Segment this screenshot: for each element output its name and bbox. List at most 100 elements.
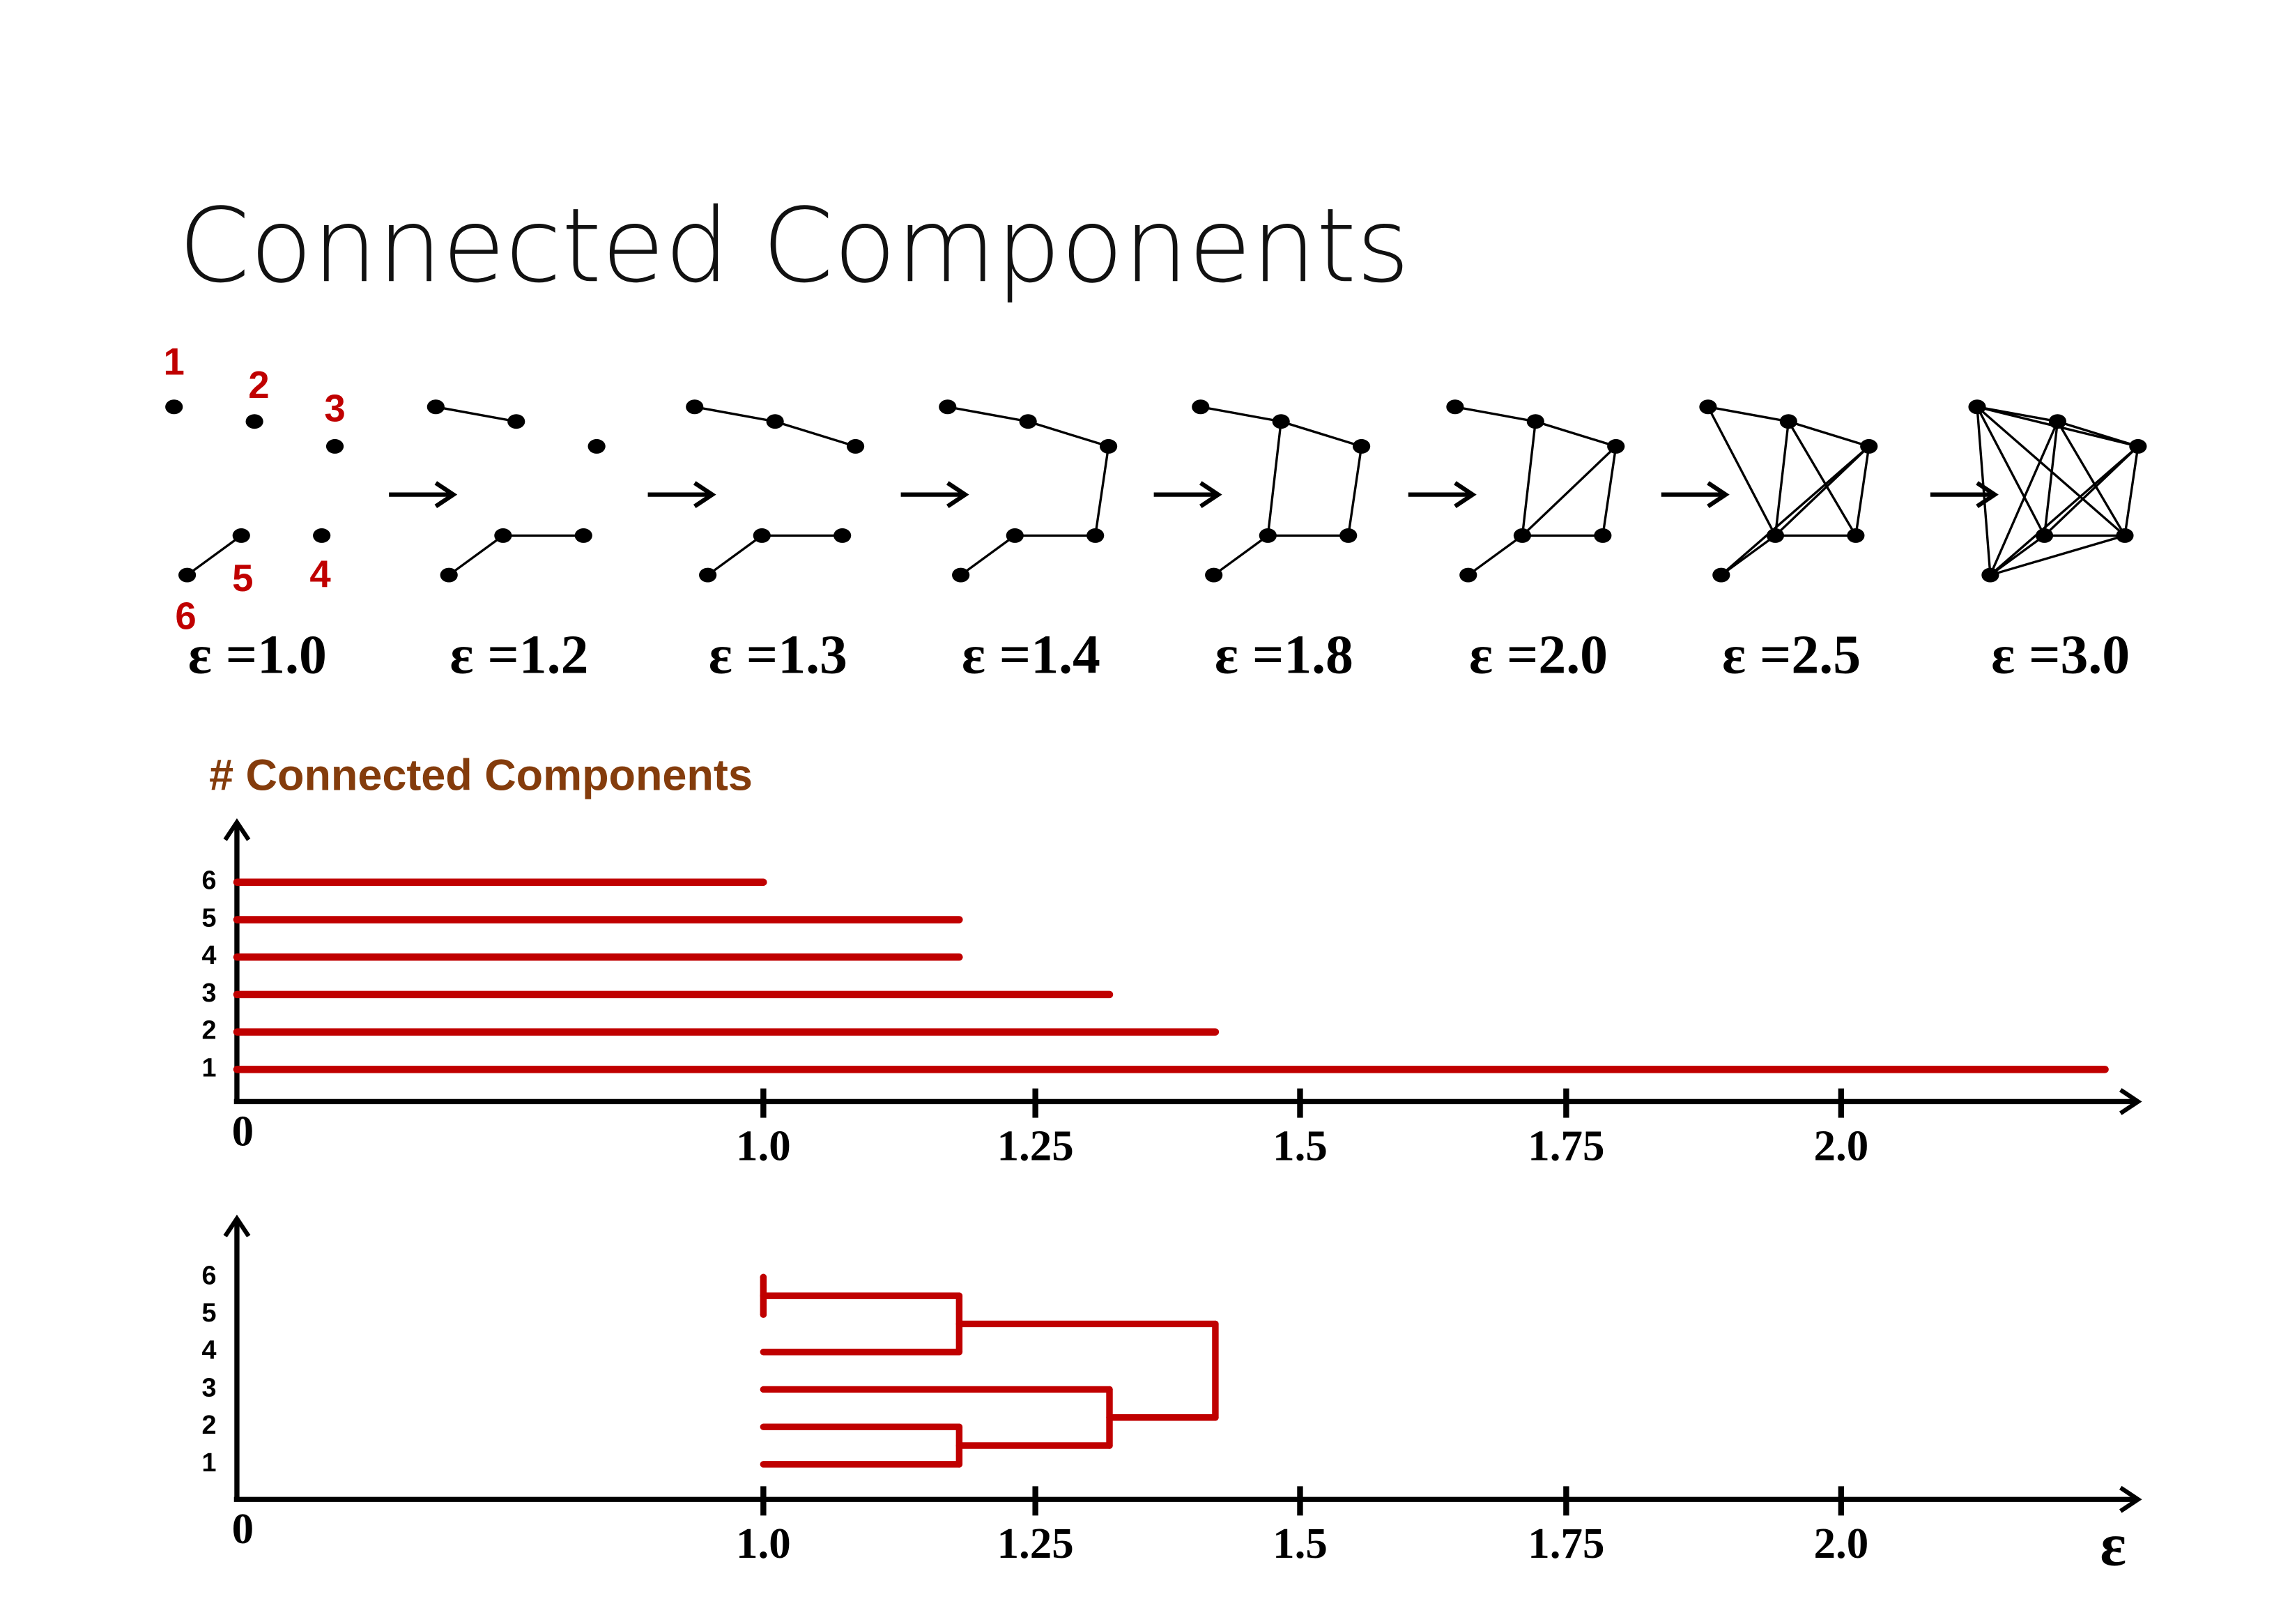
x-tick-label: 1.0 [736, 1519, 791, 1568]
graph-node [1981, 567, 1999, 583]
x-tick-label: 0 [232, 1106, 254, 1155]
graph-edge [1535, 420, 1617, 448]
arrow-head [1454, 481, 1477, 509]
x-tick-label: 1.75 [1528, 1519, 1604, 1568]
graph-node [686, 399, 704, 415]
y-tick-label: 4 [202, 1336, 217, 1365]
graph-edge [448, 535, 504, 576]
graph-edge [1347, 446, 1363, 536]
epsilon-label: ε =1.0 [188, 625, 327, 686]
node-label: 6 [175, 595, 196, 638]
graph-node [699, 567, 717, 583]
y-tick-label: 6 [202, 866, 217, 896]
graph-edge [1720, 445, 1870, 576]
graph-node [1099, 438, 1118, 454]
graph-edge [1454, 406, 1536, 423]
graph-edge [1521, 445, 1617, 537]
graph-node [1526, 414, 1544, 429]
graph-edge [1027, 420, 1109, 448]
graph-edge [1094, 446, 1110, 536]
node-label: 3 [324, 388, 345, 430]
graph-edge [2056, 420, 2126, 537]
graph-node [178, 567, 197, 583]
graph-node [952, 567, 970, 583]
y-tick-label: 5 [202, 1299, 217, 1328]
y-tick-label: 3 [202, 979, 217, 1008]
graph-node [325, 438, 344, 454]
y-tick-label: 1 [202, 1053, 217, 1082]
graph-node [232, 528, 250, 543]
graph-edge [1467, 535, 1523, 576]
graph-node [245, 414, 263, 429]
arrow-head [434, 481, 458, 509]
y-tick-label: 2 [202, 1411, 217, 1440]
graph-node [165, 399, 183, 415]
y-tick-label: 3 [202, 1373, 217, 1402]
x-tick-label: 1.5 [1273, 1519, 1328, 1568]
graph-edge [436, 406, 517, 423]
graph-node [2116, 528, 2134, 543]
arrow-head [693, 481, 716, 509]
arrow-head [1707, 481, 1730, 509]
graph-node [833, 528, 852, 543]
graph-node [507, 414, 525, 429]
graph-edge [1989, 535, 2045, 576]
graph-node [1847, 528, 1865, 543]
graph-edge [2057, 420, 2139, 448]
arrow-head [946, 481, 969, 509]
graph-node [1019, 414, 1037, 429]
graph-edge [1213, 535, 1269, 576]
arrow-head [1199, 481, 1222, 509]
graph-edge [1854, 446, 1870, 536]
graph-node [2048, 414, 2067, 429]
x-tick-label: 2.0 [1814, 1519, 1869, 1568]
graph-node [1860, 438, 1878, 454]
arrow-head [223, 1214, 251, 1238]
graph-node [1192, 399, 1210, 415]
graph-node [939, 399, 957, 415]
graph-node [1699, 399, 1717, 415]
x-tick-label: 1.5 [1273, 1121, 1328, 1170]
node-label: 4 [309, 553, 331, 595]
graph-node [1607, 438, 1625, 454]
graph-edge [1976, 406, 1992, 576]
chart-title: # Connected Components [209, 751, 753, 800]
graph-edge [186, 535, 243, 576]
arrow-head [1976, 481, 1999, 509]
node-label: 5 [232, 557, 253, 599]
graph-node [2035, 528, 2054, 543]
graph-edge [1788, 420, 1870, 448]
graph-node [1259, 528, 1277, 543]
graph-edge [1601, 446, 1618, 536]
graph-node [1353, 438, 1371, 454]
graph-node [1712, 567, 1730, 583]
epsilon-label: ε =2.0 [1469, 625, 1608, 686]
y-tick-label: 1 [202, 1448, 217, 1478]
graph-node [1339, 528, 1358, 543]
graph-edge [1521, 421, 1537, 536]
epsilon-label: ε =1.2 [450, 625, 588, 686]
graph-edge [1787, 420, 1857, 537]
arrow-head [2119, 1088, 2142, 1115]
graph-node [1006, 528, 1024, 543]
x-tick-label: 1.25 [997, 1121, 1074, 1170]
graph-edge [1200, 406, 1282, 423]
y-tick-label: 5 [202, 903, 217, 933]
graph-node [1766, 528, 1785, 543]
graph-edge [707, 535, 763, 576]
x-tick-label: 1.75 [1528, 1121, 1604, 1170]
graph-edge [1280, 420, 1362, 448]
slide-title: Connected Components [178, 186, 1410, 305]
node-label: 1 [164, 341, 185, 383]
graph-edge [2043, 421, 2059, 536]
graph-node [1086, 528, 1105, 543]
graph-node [1446, 399, 1464, 415]
graph-edge [2123, 446, 2139, 536]
graph-edge [947, 406, 1029, 423]
y-tick-label: 2 [202, 1016, 217, 1045]
y-tick-label: 6 [202, 1261, 217, 1290]
graph-edge [960, 535, 1016, 576]
graph-node [427, 399, 445, 415]
graph-node [766, 414, 784, 429]
